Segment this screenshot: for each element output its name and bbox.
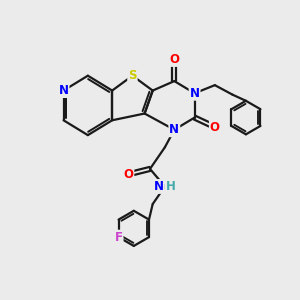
Text: F: F: [115, 231, 123, 244]
Text: N: N: [190, 87, 200, 100]
Text: N: N: [169, 123, 179, 136]
Text: O: O: [169, 53, 179, 66]
Text: O: O: [210, 121, 220, 134]
Text: S: S: [128, 69, 137, 82]
Text: N: N: [154, 180, 164, 193]
Text: H: H: [166, 180, 176, 193]
Text: N: N: [58, 84, 68, 97]
Text: O: O: [123, 168, 134, 181]
